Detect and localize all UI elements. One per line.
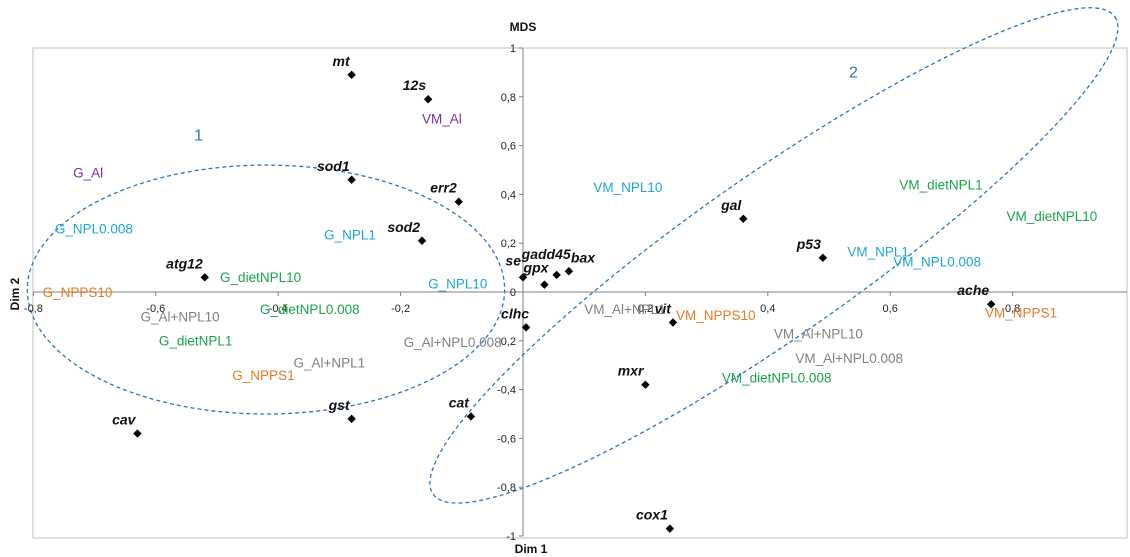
treatment-label: G_NPPS1 bbox=[232, 368, 294, 383]
gene-point bbox=[540, 280, 549, 289]
gene-point bbox=[739, 214, 748, 223]
gene-points: mt 12s sod1 err2 sod2 atg12 gadd45 bax se gpx gal p… bbox=[112, 53, 996, 533]
y-tick-label: 1 bbox=[510, 43, 516, 55]
gene-point bbox=[518, 273, 528, 282]
gene-point bbox=[347, 70, 356, 80]
treatment-label: G_Al+NPL10 bbox=[141, 309, 220, 324]
y-tick-label: 0,6 bbox=[501, 141, 516, 153]
treatment-label: VM_NPL1 bbox=[847, 245, 909, 260]
y-tick-label: -0,4 bbox=[497, 385, 516, 397]
gene-point bbox=[466, 412, 476, 421]
y-tick-label: 0,8 bbox=[501, 92, 516, 104]
gene-label: mt bbox=[333, 53, 351, 69]
treatment-label: G_dietNPL0.008 bbox=[260, 302, 360, 317]
treatment-label: VM_NPPS10 bbox=[676, 308, 756, 323]
gene-point bbox=[200, 273, 209, 282]
treatment-label: G_dietNPL1 bbox=[159, 334, 233, 349]
gene-label: p53 bbox=[796, 236, 821, 252]
gene-point bbox=[665, 524, 675, 533]
gene-label: gst bbox=[328, 397, 351, 413]
y-tick-label: -1 bbox=[506, 531, 516, 543]
gene-point bbox=[818, 253, 828, 263]
treatment-label: G_NPPS10 bbox=[43, 285, 113, 300]
x-tick-label: -0,4 bbox=[269, 303, 288, 315]
treatment-label: G_Al bbox=[73, 165, 103, 180]
treatment-label: VM_NPL10 bbox=[593, 180, 662, 195]
treatment-label: VM_NPPS1 bbox=[985, 306, 1057, 321]
treatment-label: G_NPL1 bbox=[324, 228, 376, 243]
gene-label: sod2 bbox=[387, 219, 420, 235]
gene-label: clhc bbox=[501, 305, 529, 321]
treatment-label: G_NPL10 bbox=[428, 276, 487, 291]
x-tick-label: 0,8 bbox=[1005, 303, 1020, 315]
treatment-label: VM_NPL0.008 bbox=[893, 254, 981, 269]
treatment-label: VM_dietNPL1 bbox=[899, 178, 982, 193]
treatment-label: VM_Al bbox=[422, 112, 462, 127]
gene-point bbox=[552, 270, 561, 280]
treatment-label: G_Al+NPL1 bbox=[294, 356, 366, 371]
gene-label: 12s bbox=[403, 77, 427, 93]
tick-labels: -0,8 -0,6 -0,4 -0,2 0,2 0,4 0,6 0,8 -1 -0,8 -0,6 -0… bbox=[24, 43, 1020, 543]
chart-title: MDS bbox=[510, 20, 537, 34]
gene-label: vit bbox=[655, 301, 673, 317]
y-tick-label: 0 bbox=[510, 287, 516, 299]
y-tick-label: -0,8 bbox=[497, 482, 516, 494]
y-tick-label: -0,6 bbox=[497, 433, 516, 445]
gene-point bbox=[564, 267, 574, 276]
gene-point bbox=[417, 236, 427, 245]
gene-point bbox=[986, 300, 996, 309]
x-axis-title: Dim 1 bbox=[515, 542, 548, 556]
x-tick-label: 0,6 bbox=[883, 303, 898, 315]
treatment-label: VM_Al+NPL10 bbox=[774, 326, 863, 341]
gene-point bbox=[347, 414, 356, 424]
treatment-label: G_dietNPL10 bbox=[220, 270, 301, 285]
x-tick-label: -0,6 bbox=[146, 303, 165, 315]
gene-label: cav bbox=[112, 412, 137, 428]
group-ellipses: 12 bbox=[26, 7, 1119, 504]
treatment-labels: VM_AlG_AlG_NPL0.008 G_NPL1G_NPL10VM_NPL10… bbox=[43, 112, 1098, 386]
gene-label: ache bbox=[957, 282, 989, 298]
y-tick-label: -0,2 bbox=[497, 336, 516, 348]
gene-point bbox=[641, 380, 650, 389]
x-tick-label: 0,4 bbox=[760, 303, 775, 315]
group-label: 1 bbox=[194, 128, 203, 145]
gene-point bbox=[347, 175, 356, 184]
treatment-label: G_NPL0.008 bbox=[55, 221, 133, 236]
gene-label: bax bbox=[571, 249, 596, 265]
group-label: 2 bbox=[849, 64, 858, 81]
gene-label: err2 bbox=[430, 180, 457, 196]
gene-label: se bbox=[505, 252, 521, 268]
gene-label: mxr bbox=[618, 363, 645, 379]
treatment-label: VM_dietNPL10 bbox=[1006, 209, 1097, 224]
treatment-label: VM_Al+NPL1 bbox=[584, 302, 665, 317]
treatment-label: VM_Al+NPL0.008 bbox=[795, 351, 903, 366]
y-tick-label: 0,4 bbox=[501, 189, 516, 201]
gene-label: cat bbox=[449, 394, 471, 410]
gene-point bbox=[133, 429, 142, 438]
axes bbox=[32, 47, 1127, 537]
gene-point bbox=[454, 197, 463, 206]
treatment-label: VM_dietNPL0.008 bbox=[722, 370, 832, 385]
gene-label: cox1 bbox=[636, 507, 668, 523]
group-ellipse bbox=[429, 7, 1119, 504]
gene-label: gal bbox=[720, 197, 742, 213]
gene-label: sod1 bbox=[317, 158, 350, 174]
gene-point bbox=[423, 95, 433, 104]
gene-label: gadd45 bbox=[521, 246, 571, 262]
x-tick-label: -0,8 bbox=[24, 303, 43, 315]
x-tick-label: 0,2 bbox=[638, 303, 653, 315]
y-tick-label: 0,2 bbox=[501, 238, 516, 250]
x-tick-label: -0,2 bbox=[391, 303, 410, 315]
gene-label: gpx bbox=[523, 260, 550, 276]
treatment-label: G_Al+NPL0.008 bbox=[404, 335, 502, 350]
y-axis-title: Dim 2 bbox=[8, 277, 22, 310]
gene-label: atg12 bbox=[166, 255, 203, 271]
gene-point bbox=[521, 323, 531, 332]
gene-point bbox=[668, 318, 678, 327]
group-ellipse bbox=[26, 164, 506, 415]
